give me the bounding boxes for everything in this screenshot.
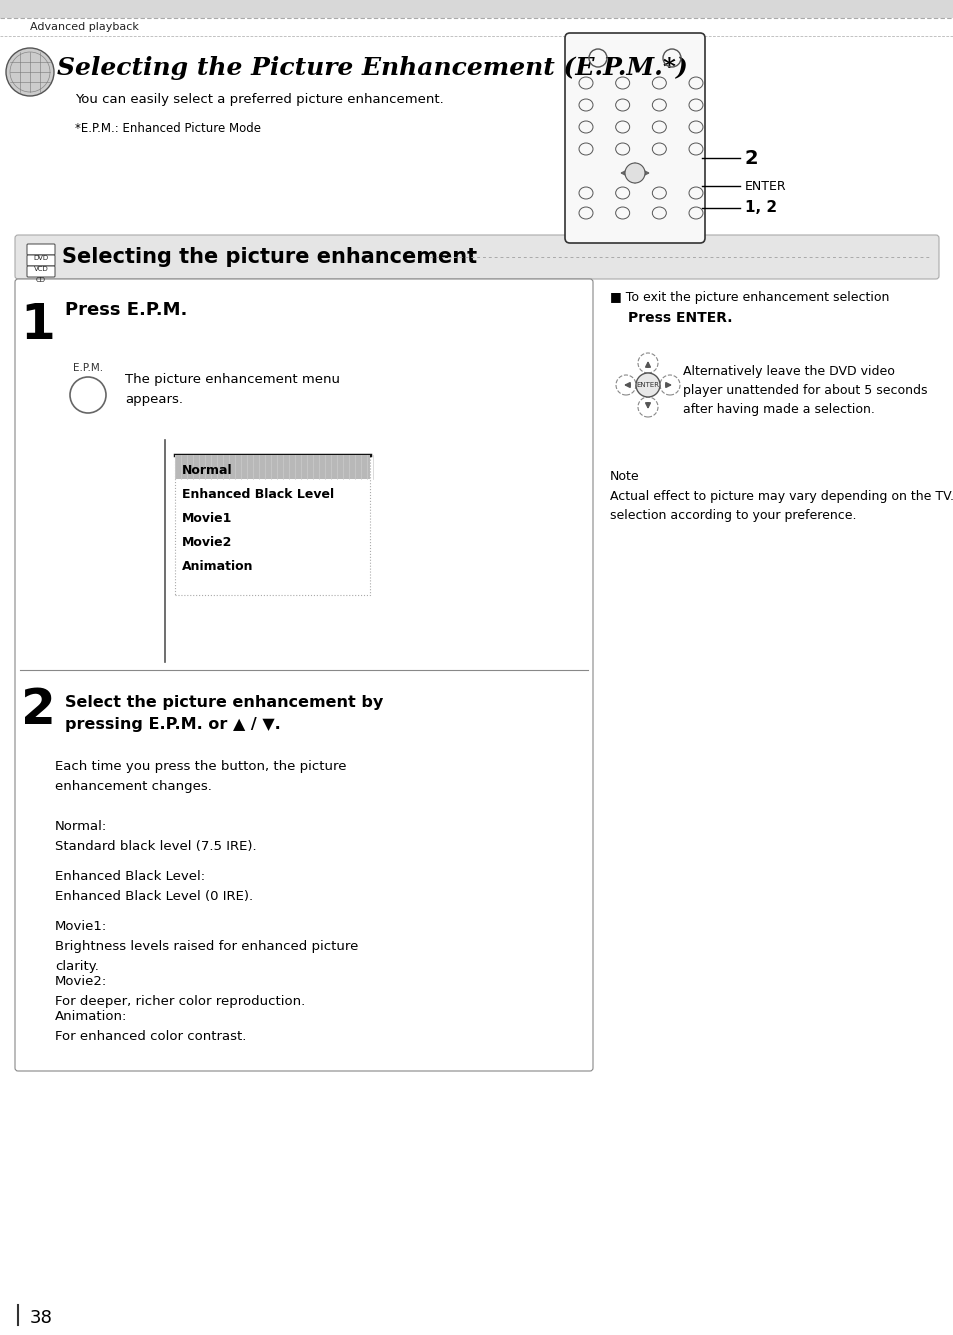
Text: Animation:
For enhanced color contrast.: Animation: For enhanced color contrast. <box>55 1011 246 1043</box>
Text: Press ENTER.: Press ENTER. <box>627 311 732 324</box>
Text: DVD: DVD <box>33 255 49 262</box>
Text: Selecting the Picture Enhancement (E.P.M.*): Selecting the Picture Enhancement (E.P.M… <box>57 56 687 80</box>
Circle shape <box>624 163 644 183</box>
Text: Note: Note <box>609 470 639 483</box>
Text: Selecting the picture enhancement: Selecting the picture enhancement <box>62 247 476 267</box>
Text: The picture enhancement menu
appears.: The picture enhancement menu appears. <box>125 372 339 406</box>
FancyBboxPatch shape <box>15 279 593 1071</box>
Text: 2: 2 <box>744 148 758 167</box>
Text: Press E.P.M.: Press E.P.M. <box>65 300 187 319</box>
Text: VCD: VCD <box>33 266 49 272</box>
Text: 1: 1 <box>21 300 55 348</box>
FancyBboxPatch shape <box>15 235 938 279</box>
FancyBboxPatch shape <box>174 455 370 595</box>
FancyBboxPatch shape <box>27 266 55 276</box>
Text: Normal: Normal <box>182 463 233 477</box>
Text: Animation: Animation <box>182 559 253 573</box>
Bar <box>174 455 370 479</box>
Text: Movie2:
For deeper, richer color reproduction.: Movie2: For deeper, richer color reprodu… <box>55 975 305 1008</box>
Text: CD: CD <box>36 276 46 283</box>
Text: Alternatively leave the DVD video
player unattended for about 5 seconds
after ha: Alternatively leave the DVD video player… <box>682 364 926 417</box>
Text: Enhanced Black Level:
Enhanced Black Level (0 IRE).: Enhanced Black Level: Enhanced Black Lev… <box>55 870 253 902</box>
Text: Actual effect to picture may vary depending on the TV.  Make
selection according: Actual effect to picture may vary depend… <box>609 490 953 522</box>
Text: ■ To exit the picture enhancement selection: ■ To exit the picture enhancement select… <box>609 291 888 304</box>
Text: Advanced playback: Advanced playback <box>30 21 139 32</box>
Text: ENTER: ENTER <box>744 179 786 192</box>
Circle shape <box>6 48 54 96</box>
Text: 38: 38 <box>30 1310 52 1327</box>
Text: ENTER: ENTER <box>636 382 659 388</box>
Text: Movie1: Movie1 <box>182 511 233 525</box>
Circle shape <box>636 372 659 396</box>
Text: Select the picture enhancement by
pressing E.P.M. or ▲ / ▼.: Select the picture enhancement by pressi… <box>65 696 383 732</box>
Text: 2: 2 <box>21 686 55 734</box>
Bar <box>0 0 953 17</box>
FancyBboxPatch shape <box>27 244 55 255</box>
Text: Enhanced Black Level: Enhanced Black Level <box>182 487 334 501</box>
Text: Normal:
Standard black level (7.5 IRE).: Normal: Standard black level (7.5 IRE). <box>55 820 256 853</box>
Text: You can easily select a preferred picture enhancement.: You can easily select a preferred pictur… <box>75 93 443 107</box>
Text: Movie1:
Brightness levels raised for enhanced picture
clarity.: Movie1: Brightness levels raised for enh… <box>55 920 358 973</box>
Text: E.P.M.: E.P.M. <box>72 363 103 372</box>
Text: Each time you press the button, the picture
enhancement changes.: Each time you press the button, the pict… <box>55 760 346 793</box>
FancyBboxPatch shape <box>27 255 55 266</box>
Text: *E.P.M.: Enhanced Picture Mode: *E.P.M.: Enhanced Picture Mode <box>75 121 261 135</box>
Text: 1, 2: 1, 2 <box>744 200 777 215</box>
Text: Movie2: Movie2 <box>182 535 233 549</box>
Circle shape <box>70 376 106 413</box>
FancyBboxPatch shape <box>564 33 704 243</box>
